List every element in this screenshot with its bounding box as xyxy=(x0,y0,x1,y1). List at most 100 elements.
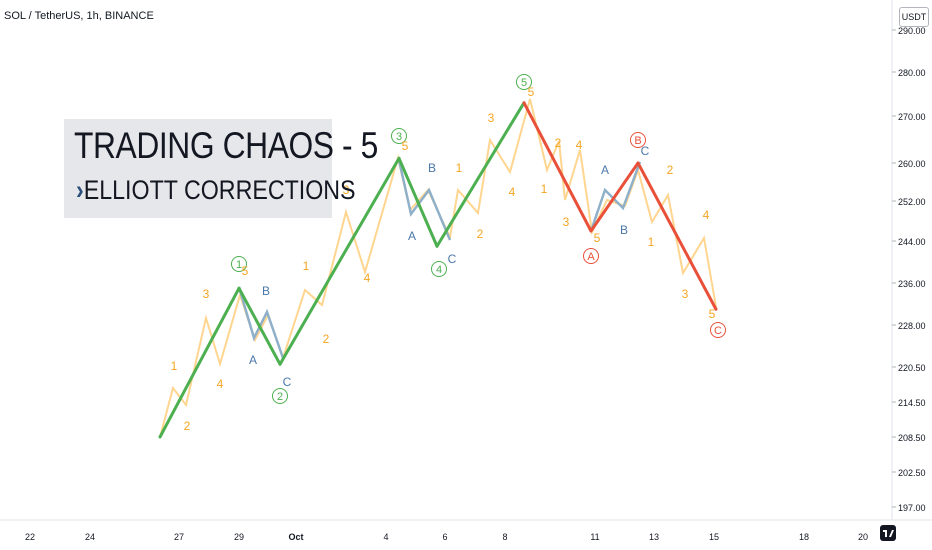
sub-correction-line xyxy=(397,159,452,241)
wave-label-A: A xyxy=(583,248,599,264)
wave-label-C: C xyxy=(710,322,726,338)
impulse-wave-line xyxy=(158,102,526,438)
wave-label-text: 2 xyxy=(277,391,283,403)
minor-wave-label: 3 xyxy=(563,215,570,229)
wave-circle xyxy=(391,128,407,144)
minor-wave-label: 3 xyxy=(682,287,689,301)
wave-point xyxy=(237,286,241,290)
correction-wave-line xyxy=(522,102,718,310)
minor-wave-label: 5 xyxy=(402,139,409,153)
wave-label-text: 3 xyxy=(396,131,402,143)
wave-circle xyxy=(272,388,288,404)
y-tick-label: 244.00 xyxy=(898,237,926,247)
title-overlay: TRADING CHAOS - 5 ›ELLIOTT CORRECTIONS xyxy=(64,119,378,218)
wave-label-5: 5 xyxy=(516,74,532,90)
minor-wave-label: 2 xyxy=(323,332,330,346)
chevron-right-icon: › xyxy=(76,175,84,205)
wave-circle xyxy=(231,256,247,272)
overlay-subtitle-text: ELLIOTT CORRECTIONS xyxy=(83,175,356,205)
y-tick-label: 197.00 xyxy=(898,503,926,513)
symbol-title[interactable]: SOL / TetherUS, 1h, BINANCE xyxy=(4,10,154,22)
wave-label-text: 1 xyxy=(236,259,242,271)
wave-label-1: 1 xyxy=(231,256,247,272)
y-tick-label: 228.00 xyxy=(898,321,926,331)
x-tick-label: 4 xyxy=(383,532,388,542)
y-tick-label: 208.50 xyxy=(898,433,926,443)
x-tick-label: 6 xyxy=(442,532,447,542)
minor-wave-label: 1 xyxy=(303,259,310,273)
x-tick-label: 11 xyxy=(590,532,599,542)
wave-label-text: B xyxy=(634,135,641,147)
x-tick-label: 8 xyxy=(502,532,507,542)
x-tick-label: 27 xyxy=(174,532,184,542)
wave-label-text: 5 xyxy=(521,77,527,89)
minor-wave-label: 1 xyxy=(541,182,548,196)
wave-point xyxy=(522,101,526,105)
wave-circle xyxy=(710,322,726,338)
wave-circle xyxy=(583,248,599,264)
minor-wave-label: 3 xyxy=(343,183,350,197)
minor-wave-label: 3 xyxy=(203,287,210,301)
y-tick-label: 236.00 xyxy=(898,279,926,289)
x-tick-label: 22 xyxy=(25,532,35,542)
minor-wave-label: B xyxy=(620,223,628,237)
x-tick-label: 29 xyxy=(234,532,244,542)
minor-wave-label: 1 xyxy=(456,161,463,175)
minor-wave-label: 5 xyxy=(709,307,716,321)
x-tick-label: 20 xyxy=(858,532,868,542)
x-tick-label: 15 xyxy=(709,532,719,542)
minor-wave-label: 3 xyxy=(488,111,495,125)
wave-circle xyxy=(630,132,646,148)
wave-point xyxy=(589,229,593,233)
minor-wave-label: C xyxy=(641,144,650,158)
minor-wave-label: 2 xyxy=(555,136,562,150)
wave-label-2: 2 xyxy=(272,388,288,404)
minor-wave-label: 4 xyxy=(217,377,224,391)
minor-wave-label: 5 xyxy=(528,85,535,99)
minor-wave-label: B xyxy=(428,161,436,175)
wave-label-4: 4 xyxy=(431,261,447,277)
wave-circle xyxy=(516,74,532,90)
wave-circle xyxy=(431,261,447,277)
minor-wave-label: 2 xyxy=(477,227,484,241)
minor-wave-label: 5 xyxy=(242,264,249,278)
minor-wave-label: 5 xyxy=(594,231,601,245)
y-tick-label: 202.50 xyxy=(898,468,926,478)
minor-wave-label: 1 xyxy=(171,359,178,373)
minor-wave-label: A xyxy=(408,229,416,243)
y-tick-label: 280.00 xyxy=(898,68,926,78)
minor-wave-label: 2 xyxy=(667,163,674,177)
y-tick-label: 220.50 xyxy=(898,363,926,373)
wave-point xyxy=(714,307,718,311)
x-tick-label: 24 xyxy=(85,532,95,542)
x-tick-label: 13 xyxy=(649,532,659,542)
minor-wave-label: 1 xyxy=(648,235,655,249)
wave-point xyxy=(435,244,439,248)
wave-label-B: B xyxy=(630,132,646,148)
wave-label-text: 4 xyxy=(436,264,442,276)
minor-wave-label: 4 xyxy=(364,271,371,285)
wave-point xyxy=(158,435,162,439)
wave-label-text: C xyxy=(714,325,722,337)
wave-point xyxy=(278,362,282,366)
wave-label-3: 3 xyxy=(391,128,407,144)
wave-label-text: A xyxy=(587,251,595,263)
minor-wave-label: 4 xyxy=(703,208,710,222)
y-tick-label: 270.00 xyxy=(898,112,926,122)
minor-wave-label: C xyxy=(448,252,457,266)
wave-point xyxy=(397,156,401,160)
minor-wave-label: 4 xyxy=(576,138,583,152)
x-tick-label: 18 xyxy=(799,532,809,542)
y-tick-label: 252.00 xyxy=(898,197,926,207)
currency-badge[interactable]: USDT xyxy=(899,7,929,27)
wave-point xyxy=(636,161,640,165)
overlay-title: TRADING CHAOS - 5 xyxy=(74,125,378,166)
y-tick-label: 214.50 xyxy=(898,398,926,408)
minor-wave-label: A xyxy=(249,353,257,367)
x-tick-label: Oct xyxy=(288,532,303,542)
minor-wave-label: B xyxy=(262,284,270,298)
tradingview-logo-icon[interactable] xyxy=(880,525,896,541)
minor-wave-label: C xyxy=(283,375,292,389)
overlay-subtitle: ›ELLIOTT CORRECTIONS xyxy=(76,175,356,206)
